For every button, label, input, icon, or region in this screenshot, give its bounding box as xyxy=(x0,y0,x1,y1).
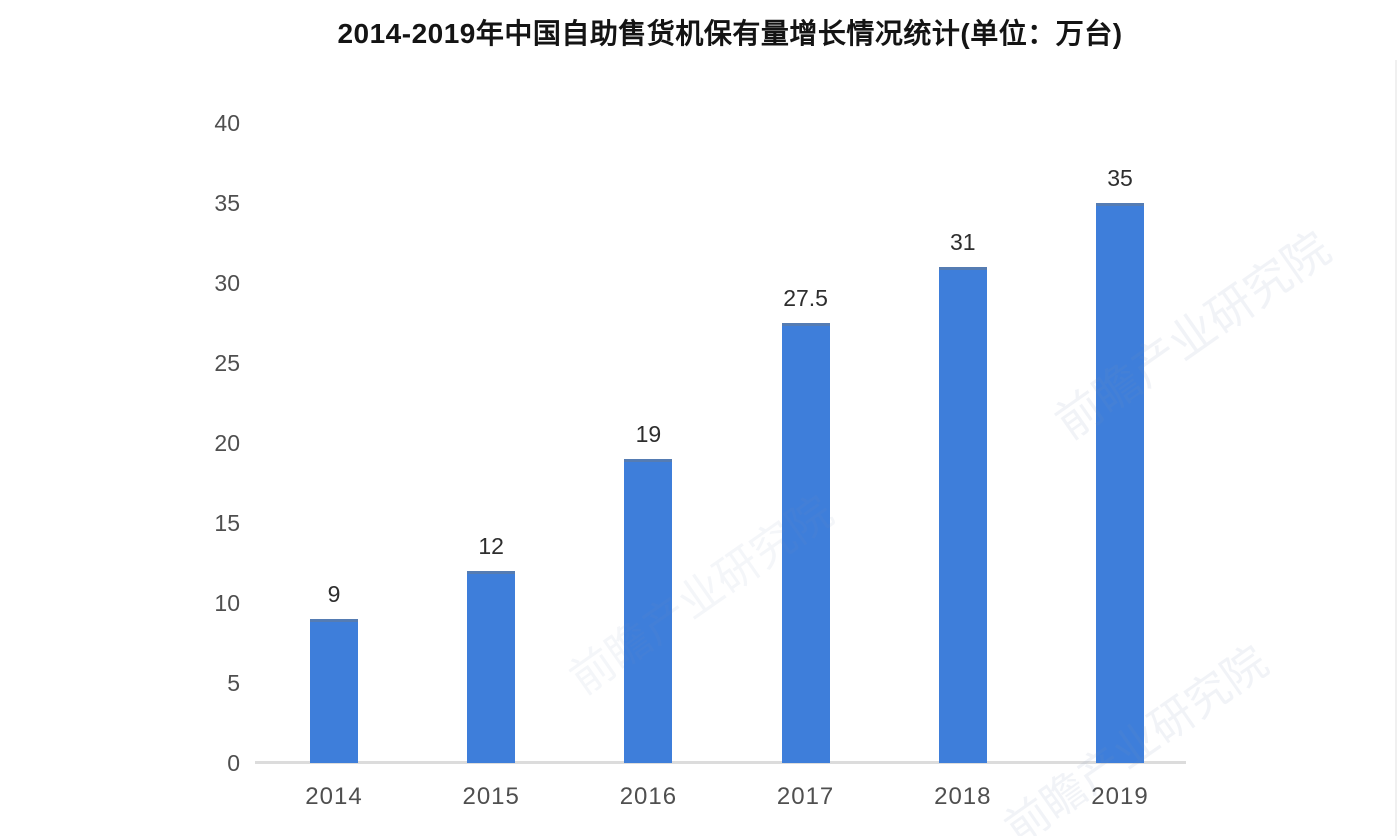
x-tick-label-2019: 2019 xyxy=(1091,783,1149,810)
y-tick-label-5: 5 xyxy=(227,670,240,696)
bar-2017 xyxy=(781,323,830,763)
value-label-2015: 12 xyxy=(478,533,504,559)
value-label-2018: 31 xyxy=(950,229,976,255)
y-tick-label-0: 0 xyxy=(227,750,240,776)
y-tick-label-30: 30 xyxy=(214,270,240,296)
x-tick-label-2018: 2018 xyxy=(934,783,992,810)
value-label-2019: 35 xyxy=(1107,165,1133,191)
y-tick-label-40: 40 xyxy=(214,110,240,136)
bar-2015 xyxy=(467,571,516,763)
x-tick-label-2016: 2016 xyxy=(619,783,678,810)
bar-2018 xyxy=(938,267,987,763)
y-tick-label-15: 15 xyxy=(214,510,240,536)
x-axis-line xyxy=(255,761,1186,764)
right-edge-line xyxy=(1395,60,1397,836)
y-tick-label-35: 35 xyxy=(214,190,240,216)
bar-2014 xyxy=(310,619,358,763)
y-tick-label-25: 25 xyxy=(214,350,240,376)
chart-title: 2014-2019年中国自助售货机保有量增长情况统计(单位：万台) xyxy=(337,18,1123,49)
bar-2019 xyxy=(1096,203,1144,763)
value-label-2016: 19 xyxy=(635,421,662,447)
y-tick-label-20: 20 xyxy=(214,430,240,456)
value-label-2014: 9 xyxy=(327,581,341,607)
bar-2016 xyxy=(624,459,673,763)
y-tick-label-10: 10 xyxy=(214,590,240,616)
x-tick-label-2017: 2017 xyxy=(776,783,835,810)
x-tick-label-2014: 2014 xyxy=(305,783,363,810)
x-tick-label-2015: 2015 xyxy=(462,783,520,810)
value-label-2017: 27.5 xyxy=(783,285,828,311)
